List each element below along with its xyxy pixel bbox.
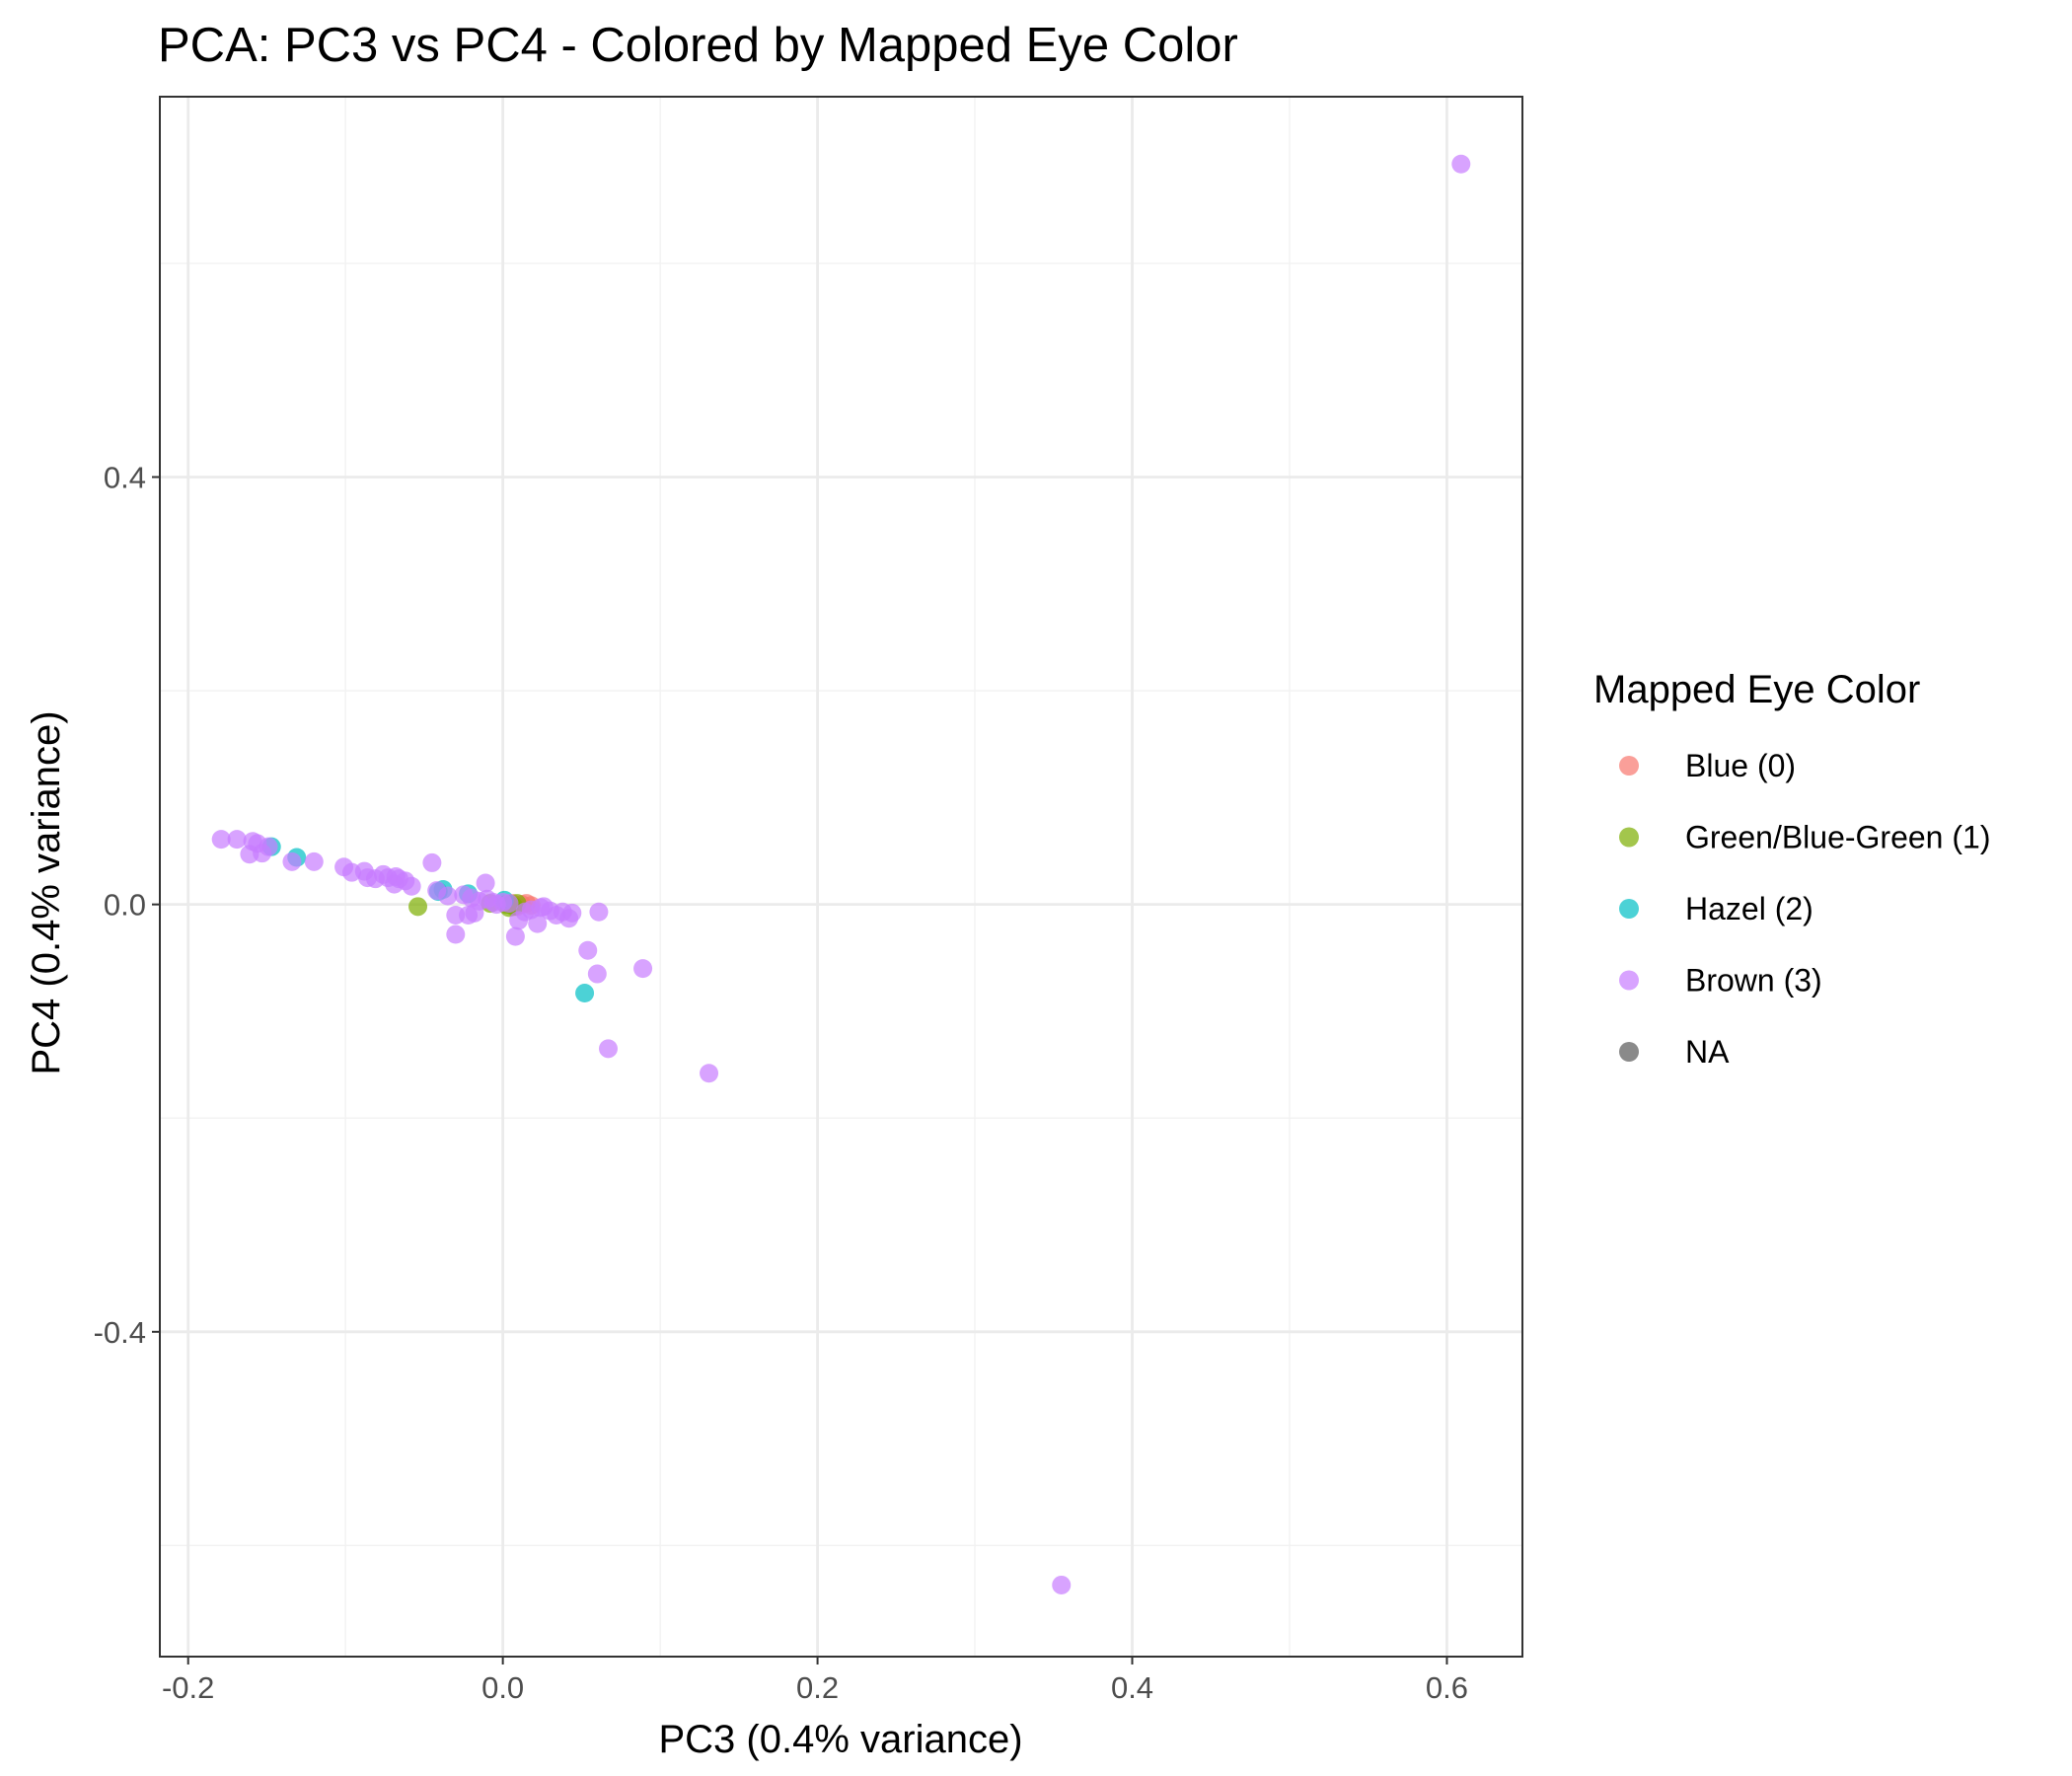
data-point [282,851,302,871]
legend-key [1619,1042,1639,1062]
legend-title: Mapped Eye Color [1593,668,1920,711]
legend-label: Hazel (2) [1685,891,1813,926]
data-point [505,926,525,946]
data-point [259,837,278,856]
data-point [422,852,442,872]
legend-label: Blue (0) [1685,748,1796,783]
legend-label: Green/Blue-Green (1) [1685,820,1990,855]
data-points [211,154,1471,1594]
data-point [446,925,466,944]
data-point [227,830,247,850]
data-point [528,914,548,933]
data-point [499,894,519,914]
data-point [575,984,595,1003]
data-point [562,903,582,923]
data-point [578,940,598,960]
data-point [402,876,421,896]
y-axis-ticks: -0.4 0.0 0.4 [94,461,160,1350]
y-axis-title: PC4 (0.4% variance) [25,710,68,1074]
legend-label: NA [1685,1034,1730,1070]
data-point [408,897,428,917]
x-tick-label: 0.4 [1111,1670,1153,1705]
x-axis-title: PC3 (0.4% variance) [658,1718,1022,1761]
data-point [438,886,458,906]
legend: Mapped Eye Color Blue (0) Green/Blue-Gree… [1593,668,1990,1070]
chart-title: PCA: PC3 vs PC4 - Colored by Mapped Eye … [158,19,1238,72]
legend-key [1619,827,1639,848]
data-point [211,830,231,850]
x-tick-label: 0.2 [796,1670,839,1705]
plot-panel [159,96,1523,1658]
data-point [1052,1575,1072,1594]
y-tick-label: -0.4 [94,1315,146,1350]
data-point [700,1064,719,1083]
data-point [1451,154,1471,174]
minor-gridlines [160,97,1522,1657]
x-axis-ticks: -0.2 0.0 0.2 0.4 0.6 [162,1657,1468,1705]
x-tick-label: -0.2 [162,1670,214,1705]
y-tick-label: 0.0 [104,888,146,923]
x-tick-label: 0.0 [481,1670,524,1705]
major-gridlines [160,97,1522,1657]
data-point [304,851,324,871]
x-tick-label: 0.6 [1426,1670,1468,1705]
data-point [589,902,609,922]
legend-items: Blue (0) Green/Blue-Green (1) Hazel (2) Bro… [1619,748,1990,1070]
data-point [598,1039,618,1059]
data-point [587,964,607,984]
data-point [633,959,653,979]
y-tick-label: 0.4 [104,461,146,495]
legend-key [1619,970,1639,991]
legend-key [1619,756,1639,776]
legend-key [1619,899,1639,919]
legend-label: Brown (3) [1685,963,1822,999]
panel-border [159,96,1523,1658]
data-point [476,873,495,893]
